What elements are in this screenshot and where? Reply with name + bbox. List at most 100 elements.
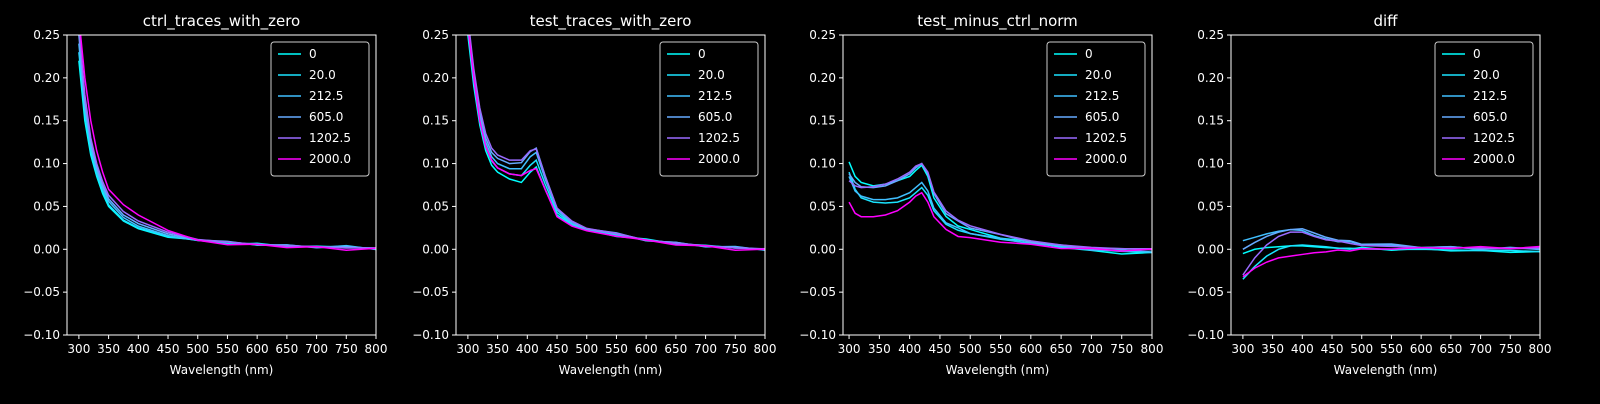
- legend-label: 1202.5: [1473, 131, 1515, 145]
- y-tick-label: 0.25: [809, 28, 836, 42]
- series-line-1202.5: [469, 35, 765, 250]
- x-tick-label: 350: [1261, 342, 1284, 356]
- series-line-212.5: [848, 176, 1152, 253]
- series-line-20.0: [1242, 244, 1540, 280]
- x-tick-label: 550: [989, 342, 1012, 356]
- x-tick-label: 500: [1350, 342, 1373, 356]
- y-tick-label: 0.20: [422, 71, 449, 85]
- x-tick-label: 500: [575, 342, 598, 356]
- series-line-2000.0: [79, 35, 376, 252]
- plot-frame: [842, 34, 1153, 336]
- x-tick-label: 700: [694, 342, 717, 356]
- x-tick-label: 700: [1080, 342, 1103, 356]
- y-tick-label: 0.20: [33, 71, 60, 85]
- y-tick-label: 0.00: [33, 242, 60, 256]
- legend-label: 212.5: [1473, 89, 1507, 103]
- x-tick-label: 750: [335, 342, 358, 356]
- x-tick-label: 500: [186, 342, 209, 356]
- x-axis-label: Wavelength (nm): [1334, 363, 1438, 377]
- y-tick-label: 0.05: [809, 199, 836, 213]
- x-tick-label: 300: [1231, 342, 1254, 356]
- plot-frame: [1230, 34, 1541, 336]
- x-tick-label: 600: [635, 342, 658, 356]
- y-tick-label: 0.15: [1197, 114, 1224, 128]
- legend-label: 212.5: [1085, 89, 1119, 103]
- chart-title: test_minus_ctrl_norm: [917, 12, 1078, 31]
- y-tick-label: 0.05: [1197, 199, 1224, 213]
- legend-label: 212.5: [698, 89, 732, 103]
- series-line-1202.5: [848, 162, 1152, 250]
- y-tick-label: −0.05: [799, 285, 836, 299]
- series-line-2000.0: [1242, 245, 1540, 278]
- chart-title: test_traces_with_zero: [530, 12, 692, 31]
- chart-title: diff: [1373, 12, 1398, 30]
- legend-label: 2000.0: [698, 152, 740, 166]
- legend: 0 20.0 212.5 605.0 1202.5 2000.0: [1046, 41, 1146, 177]
- chart-title: ctrl_traces_with_zero: [143, 12, 300, 31]
- x-tick-label: 300: [456, 342, 479, 356]
- y-tick-label: 0.10: [422, 157, 449, 171]
- y-tick-label: 0.00: [1197, 242, 1224, 256]
- x-tick-label: 400: [1291, 342, 1314, 356]
- x-tick-label: 450: [1321, 342, 1344, 356]
- x-tick-label: 700: [1469, 342, 1492, 356]
- x-tick-label: 400: [127, 342, 150, 356]
- y-tick-label: 0.25: [1197, 28, 1224, 42]
- x-tick-label: 600: [1019, 342, 1042, 356]
- x-tick-label: 350: [868, 342, 891, 356]
- legend-label: 20.0: [1473, 68, 1500, 82]
- x-axis-label: Wavelength (nm): [946, 363, 1050, 377]
- x-tick-label: 400: [516, 342, 539, 356]
- chart-panel-1: ctrl_traces_with_zero 300 350 400 450 500 550 6…: [23, 12, 387, 377]
- x-tick-label: 550: [216, 342, 239, 356]
- y-tick-label: 0.25: [422, 28, 449, 42]
- x-tick-label: 550: [605, 342, 628, 356]
- x-axis-label: Wavelength (nm): [559, 363, 663, 377]
- y-tick-label: −0.05: [412, 285, 449, 299]
- x-tick-label: 500: [959, 342, 982, 356]
- y-tick-label: 0.00: [422, 242, 449, 256]
- x-tick-label: 450: [928, 342, 951, 356]
- y-tick-label: −0.10: [23, 328, 60, 342]
- y-tick-label: 0.15: [422, 114, 449, 128]
- legend-label: 0: [1473, 47, 1481, 61]
- legend-label: 1202.5: [309, 131, 351, 145]
- x-tick-label: 650: [275, 342, 298, 356]
- plot-frame: [66, 34, 377, 336]
- plot-frame: [455, 34, 766, 336]
- y-tick-label: −0.10: [1187, 328, 1224, 342]
- y-tick-label: −0.05: [23, 285, 60, 299]
- x-axis-label: Wavelength (nm): [170, 363, 274, 377]
- y-tick-label: −0.10: [799, 328, 836, 342]
- x-tick-label: 600: [1410, 342, 1433, 356]
- legend-label: 2000.0: [1473, 152, 1515, 166]
- y-tick-label: 0.25: [33, 28, 60, 42]
- x-tick-label: 650: [1050, 342, 1073, 356]
- y-tick-label: 0.05: [422, 199, 449, 213]
- legend-label: 0: [698, 47, 706, 61]
- chart-panel-3: test_minus_ctrl_norm 300 350 400 450 500 550 60…: [799, 12, 1163, 377]
- x-tick-label: 300: [838, 342, 861, 356]
- legend-label: 20.0: [698, 68, 725, 82]
- x-tick-label: 650: [1439, 342, 1462, 356]
- legend-label: 0: [309, 47, 317, 61]
- legend-label: 605.0: [1085, 110, 1119, 124]
- legend-label: 605.0: [698, 110, 732, 124]
- x-tick-label: 350: [486, 342, 509, 356]
- y-tick-label: 0.15: [809, 114, 836, 128]
- legend-label: 20.0: [1085, 68, 1112, 82]
- y-tick-label: 0.20: [809, 71, 836, 85]
- legend-label: 212.5: [309, 89, 343, 103]
- y-tick-label: 0.00: [809, 242, 836, 256]
- legend-label: 1202.5: [698, 131, 740, 145]
- x-tick-label: 800: [754, 342, 777, 356]
- series-line-2000.0: [848, 191, 1152, 252]
- y-tick-label: 0.10: [33, 157, 60, 171]
- legend: 0 20.0 212.5 605.0 1202.5 2000.0: [1434, 41, 1534, 177]
- legend: 0 20.0 212.5 605.0 1202.5 2000.0: [659, 41, 759, 177]
- chart-panel-4: diff 300 350 400 450 500 550 600 650 700 750 800 −0.…: [1187, 12, 1551, 377]
- x-tick-label: 600: [246, 342, 269, 356]
- chart-panel-2: test_traces_with_zero 300 350 400 450 500 550 6…: [412, 12, 776, 377]
- x-tick-label: 450: [546, 342, 569, 356]
- legend-label: 2000.0: [1085, 152, 1127, 166]
